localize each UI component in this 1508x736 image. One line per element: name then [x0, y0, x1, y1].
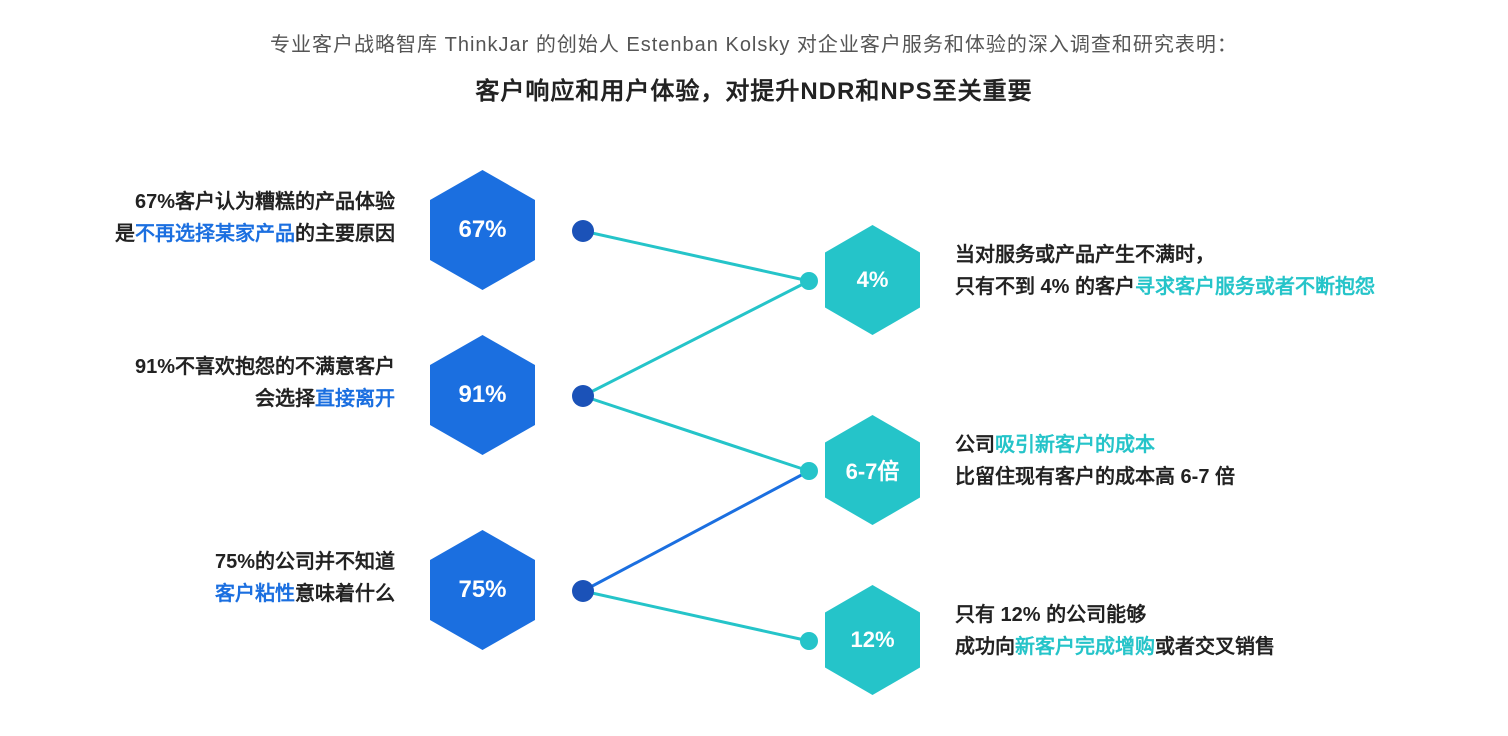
right-dot-0	[800, 272, 818, 290]
left-hexagon-1: 91%	[430, 335, 535, 455]
header: 专业客户战略智库 ThinkJar 的创始人 Estenban Kolsky 对…	[0, 0, 1508, 106]
right-hexagon-1: 6-7倍	[825, 415, 920, 525]
right-text-1: 公司吸引新客户的成本比留住现有客户的成本高 6-7 倍	[955, 429, 1475, 493]
left-text-2: 75%的公司并不知道客户粘性意味着什么	[35, 546, 395, 610]
left-dot-1	[572, 385, 594, 407]
left-hex-value-2: 75%	[458, 576, 506, 604]
left-hex-value-1: 91%	[458, 381, 506, 409]
right-hexagon-2: 12%	[825, 585, 920, 695]
left-text-0: 67%客户认为糟糕的产品体验是不再选择某家产品的主要原因	[35, 186, 395, 250]
subtitle: 专业客户战略智库 ThinkJar 的创始人 Estenban Kolsky 对…	[0, 28, 1508, 57]
left-dot-2	[572, 580, 594, 602]
left-text-1: 91%不喜欢抱怨的不满意客户会选择直接离开	[35, 351, 395, 415]
right-hex-value-0: 4%	[857, 267, 889, 293]
right-text-0: 当对服务或产品产生不满时，只有不到 4% 的客户寻求客户服务或者不断抱怨	[955, 239, 1475, 303]
left-dot-0	[572, 220, 594, 242]
right-hexagon-0: 4%	[825, 225, 920, 335]
diagram-canvas: 67% 67%客户认为糟糕的产品体验是不再选择某家产品的主要原因 91% 91%不喜欢…	[0, 140, 1508, 700]
right-dot-1	[800, 462, 818, 480]
left-hexagon-2: 75%	[430, 530, 535, 650]
right-hex-value-1: 6-7倍	[846, 454, 900, 486]
right-dot-2	[800, 632, 818, 650]
right-hex-value-2: 12%	[850, 627, 894, 653]
main-title: 客户响应和用户体验，对提升NDR和NPS至关重要	[0, 71, 1508, 106]
left-hexagon-0: 67%	[430, 170, 535, 290]
left-hex-value-0: 67%	[458, 216, 506, 244]
right-text-2: 只有 12% 的公司能够成功向新客户完成增购或者交叉销售	[955, 599, 1475, 663]
